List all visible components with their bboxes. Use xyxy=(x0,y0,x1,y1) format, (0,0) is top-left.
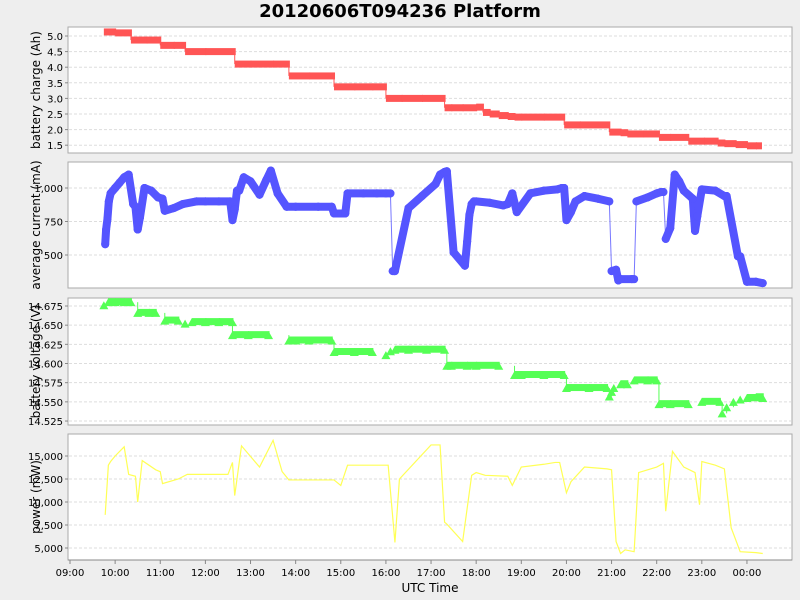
x-tick-label: 23:00 xyxy=(687,568,716,579)
x-axis-label: UTC Time xyxy=(402,581,459,595)
y-tick-label: 15,000 xyxy=(28,452,63,463)
y-axis-label: average current (mA) xyxy=(29,160,43,289)
y-axis-label: power (mW) xyxy=(29,460,43,534)
y-tick-label: 750 xyxy=(44,218,63,229)
y-tick-label: 14.600 xyxy=(28,360,63,371)
x-tick-label: 10:00 xyxy=(101,568,130,579)
x-tick-label: 09:00 xyxy=(56,568,85,579)
y-tick-label: 1.5 xyxy=(47,141,63,152)
y-tick-label: 10,000 xyxy=(28,498,63,509)
plot-area xyxy=(67,26,793,154)
y-tick-label: 2.0 xyxy=(47,126,63,137)
y-tick-label: 14.575 xyxy=(28,379,63,390)
y-tick-label: 12,500 xyxy=(28,475,63,486)
x-tick-label: 00:00 xyxy=(733,568,762,579)
y-tick-label: 5.0 xyxy=(47,32,63,43)
y-tick-label: 14.525 xyxy=(28,417,63,428)
x-tick-label: 22:00 xyxy=(642,568,671,579)
data-series xyxy=(104,438,763,555)
y-tick-label: 500 xyxy=(44,251,63,262)
x-tick-label: 14:00 xyxy=(281,568,310,579)
x-tick-label: 11:00 xyxy=(146,568,175,579)
chart-title: 20120606T094236 Platform xyxy=(259,1,541,22)
power-panel: 15,000 12,500 10,000 7,500 5,000 power (mW) xyxy=(28,433,793,561)
y-tick-label: 1,000 xyxy=(34,184,63,195)
y-tick-label: 14.650 xyxy=(28,321,63,332)
x-tick-label: 15:00 xyxy=(326,568,355,579)
data-series xyxy=(99,298,768,418)
y-tick-label: 14.625 xyxy=(28,340,63,351)
x-tick-label: 16:00 xyxy=(371,568,400,579)
x-tick-label: 19:00 xyxy=(507,568,536,579)
y-tick-label: 3.5 xyxy=(47,79,63,90)
y-tick-label: 14.675 xyxy=(28,302,63,313)
x-axis: 09:00 10:00 11:00 12:00 13:00 14:00 15:00 16:00… xyxy=(56,559,792,595)
y-tick-label: 7,500 xyxy=(34,521,63,532)
data-series xyxy=(103,28,762,150)
y-tick-label: 3.0 xyxy=(47,94,63,105)
x-tick-label: 17:00 xyxy=(417,568,446,579)
x-tick-label: 12:00 xyxy=(191,568,220,579)
y-axis-label: battery voltage (V) xyxy=(29,305,43,419)
y-tick-label: 14.550 xyxy=(28,398,63,409)
y-tick-label: 4.5 xyxy=(47,48,63,59)
y-tick-label: 2.5 xyxy=(47,110,63,121)
plot-area xyxy=(67,433,793,561)
x-tick-label: 20:00 xyxy=(552,568,581,579)
y-axis-label: battery charge (Ah) xyxy=(29,31,43,149)
x-tick-label: 18:00 xyxy=(462,568,491,579)
x-tick-label: 13:00 xyxy=(236,568,265,579)
y-tick-label: 4.0 xyxy=(47,63,63,74)
y-tick-label: 5,000 xyxy=(34,544,63,555)
x-tick-label: 21:00 xyxy=(597,568,626,579)
battery-charge-panel: 5.0 4.5 4.0 3.5 3.0 2.5 2.0 1.5 battery charge (… xyxy=(29,26,793,154)
battery-voltage-panel: 14.675 14.650 14.625 14.600 14.575 14.550 14.5… xyxy=(28,297,793,428)
data-series xyxy=(101,166,767,288)
